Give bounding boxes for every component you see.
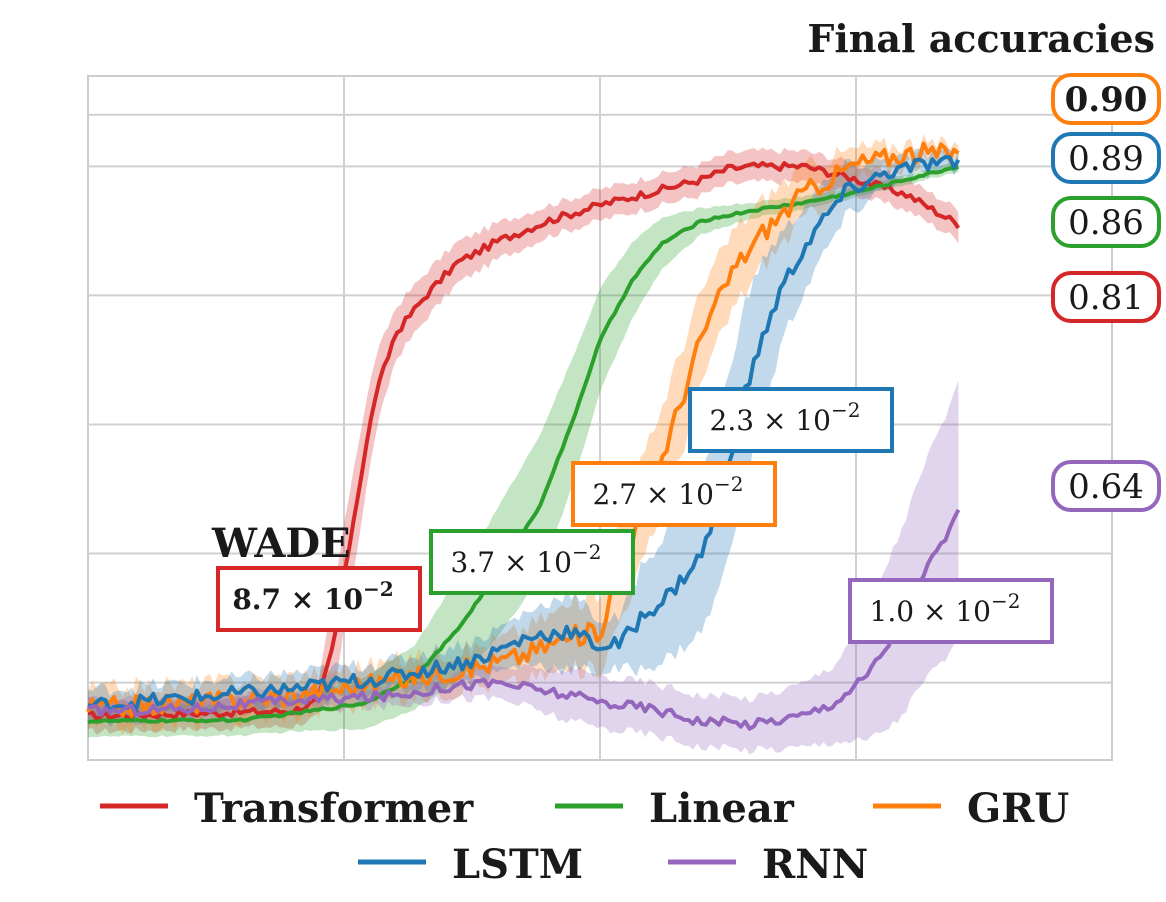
- lstm-final-accuracy-frame: [1051, 132, 1161, 184]
- legend-label-gru: GRU: [967, 785, 1069, 832]
- linear-wade-value: 3.7 × 10−2: [451, 540, 602, 579]
- legend-label-linear: Linear: [649, 785, 795, 832]
- transformer-final-accuracy: 0.81: [1068, 278, 1144, 318]
- gru-final-accuracy-box: 0.90: [1051, 73, 1161, 125]
- callouts: 0.900.890.860.810.648.7 × 10−23.7 × 10−2…: [216, 73, 1161, 644]
- legend-item-lstm: LSTM: [358, 841, 583, 888]
- rnn-wade-value: 1.0 × 10−2: [870, 589, 1021, 628]
- legend-label-transformer: Transformer: [194, 785, 474, 832]
- transformer-line: [87, 160, 961, 722]
- gru-final-accuracy: 0.90: [1065, 80, 1148, 120]
- lstm-final-accuracy: 0.89: [1068, 139, 1144, 179]
- legend: Transformer Linear GRU LSTM RNN: [100, 785, 1069, 888]
- rnn-wade-box: 1.0 × 10−2: [848, 578, 1054, 644]
- legend-item-transformer: Transformer: [100, 785, 474, 832]
- lstm-final-accuracy-box: 0.89: [1051, 132, 1161, 184]
- lstm-band: [88, 148, 959, 728]
- rnn-wade-exponent: −2: [991, 589, 1020, 613]
- transformer-wade-exponent: −2: [363, 577, 394, 601]
- linear-wade-mantissa: 3.7 × 10: [451, 546, 572, 579]
- wade-label: WADE: [211, 520, 351, 567]
- linear-wade-frame: [429, 529, 635, 595]
- transformer-wade-mantissa: 8.7 × 10: [232, 583, 363, 616]
- chart-title: Final accuracies: [807, 16, 1155, 61]
- rnn-final-accuracy: 0.64: [1068, 467, 1144, 507]
- gru-band: [88, 134, 959, 736]
- legend-label-lstm: LSTM: [452, 841, 583, 888]
- linear-wade-box: 3.7 × 10−2: [429, 529, 635, 595]
- transformer-final-accuracy-frame: [1051, 271, 1161, 323]
- legend-label-rnn: RNN: [762, 841, 868, 888]
- gru-line: [86, 141, 960, 718]
- linear-final-accuracy-frame: [1051, 196, 1161, 248]
- lstm-line: [87, 155, 961, 714]
- transformer-wade-value: 8.7 × 10−2: [232, 577, 393, 616]
- gru-wade-exponent: −2: [714, 472, 743, 496]
- lstm-wade-frame: [688, 387, 894, 453]
- rnn-wade-frame: [848, 578, 1054, 644]
- rnn-final-accuracy-frame: [1051, 460, 1161, 512]
- transformer-final-accuracy-box: 0.81: [1051, 271, 1161, 323]
- linear-final-accuracy-box: 0.86: [1051, 196, 1161, 248]
- grid: [88, 76, 1112, 760]
- gru-final-accuracy-frame: [1051, 73, 1161, 125]
- linear-final-accuracy: 0.86: [1068, 203, 1144, 243]
- gru-wade-value: 2.7 × 10−2: [593, 472, 744, 511]
- rnn-final-accuracy-box: 0.64: [1051, 460, 1161, 512]
- gru-wade-frame: [571, 461, 777, 527]
- transformer-wade-box: 8.7 × 10−2: [216, 566, 422, 632]
- legend-item-gru: GRU: [873, 785, 1069, 832]
- rnn-wade-mantissa: 1.0 × 10: [870, 595, 991, 628]
- legend-item-rnn: RNN: [668, 841, 868, 888]
- lstm-wade-exponent: −2: [831, 398, 860, 422]
- gru-wade-mantissa: 2.7 × 10: [593, 478, 714, 511]
- transformer-wade-frame: [216, 566, 422, 632]
- legend-item-linear: Linear: [555, 785, 795, 832]
- linear-wade-exponent: −2: [572, 540, 601, 564]
- lstm-wade-value: 2.3 × 10−2: [710, 398, 861, 437]
- lstm-wade-mantissa: 2.3 × 10: [710, 404, 831, 437]
- rnn-line: [87, 508, 961, 731]
- gru-wade-box: 2.7 × 10−2: [571, 461, 777, 527]
- lstm-wade-box: 2.3 × 10−2: [688, 387, 894, 453]
